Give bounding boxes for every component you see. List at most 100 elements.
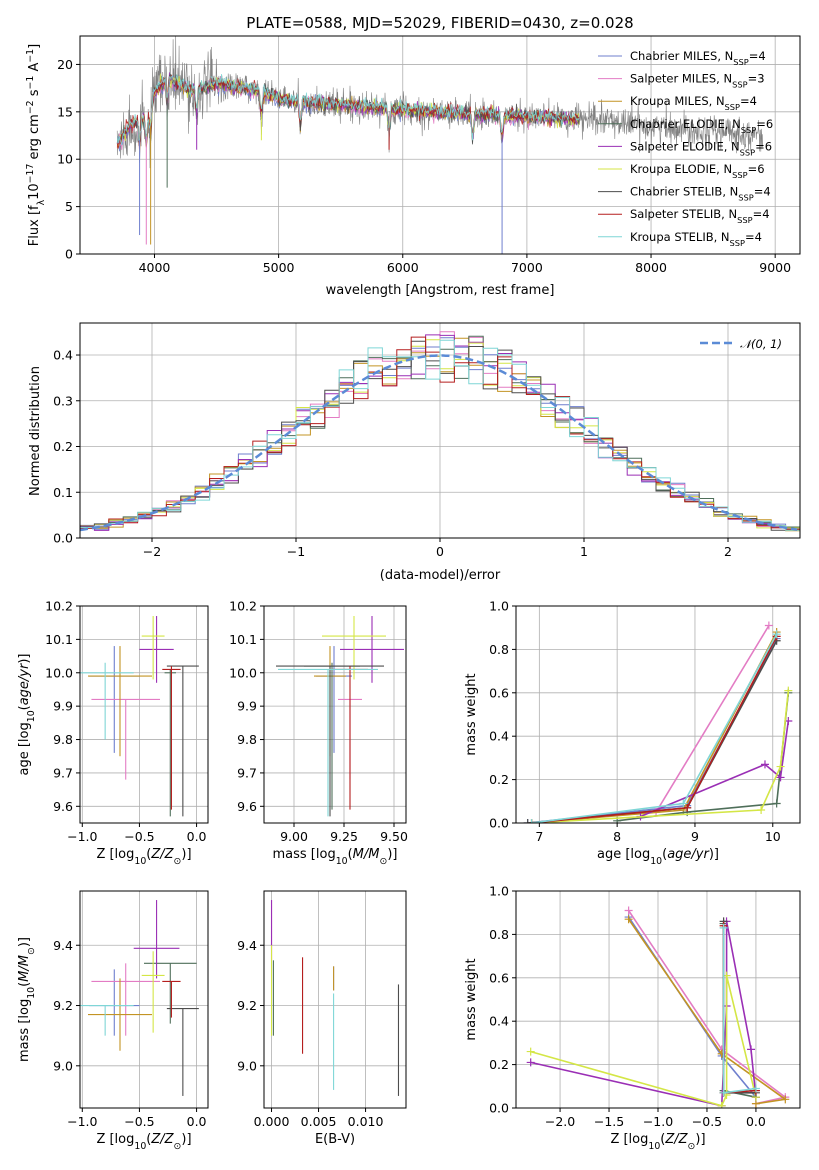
spectrum-tick-label-x: 6000 <box>387 260 419 275</box>
mass_vs_Z-tick-label-x: 0.0 <box>187 1114 207 1129</box>
spectrum-tick-label-x: 8000 <box>635 260 667 275</box>
mass_vs_Z-tick-label-x: −0.5 <box>124 1114 154 1129</box>
legend-label: Kroupa ELODIE, NSSP=6 <box>630 162 765 180</box>
weight_vs_age-tick-label-y: 0.0 <box>489 816 509 831</box>
weight-series-line <box>655 625 770 813</box>
residuals-tick-label-x: 0 <box>436 544 444 559</box>
mass_vs_EBV-frame <box>263 890 407 1109</box>
weight-marker <box>526 1047 535 1056</box>
weight_vs_age-tick-label-y: 0.8 <box>489 642 509 657</box>
mass_vs_Z-frame <box>79 890 209 1109</box>
y-axis-label: age [log10(age/yr)] <box>17 653 37 775</box>
residuals-tick-label-y: 0.0 <box>53 531 73 546</box>
spectrum-axes: 4000 5000 6000 7000 8000 9000 0 5 10 15 20 PLATE=05… <box>25 14 801 298</box>
residuals-tick-label-y: 0.2 <box>53 439 73 454</box>
model-spectrum-line <box>116 73 580 146</box>
age_vs_mass-tick-label-y: 9.6 <box>237 799 257 814</box>
mass_vs_EBV-tick-label-x: 0.005 <box>301 1114 337 1129</box>
spectrum-tick-label-x: 7000 <box>511 260 543 275</box>
mass_vs_EBV-tick-label-y: 9.0 <box>237 1058 257 1073</box>
residuals-tick-label-x: 1 <box>580 544 588 559</box>
legend-label: Chabrier STELIB, NSSP=4 <box>630 185 771 203</box>
weight-marker <box>751 1084 760 1093</box>
mass_vs_EBV-tick-label-y: 9.2 <box>237 998 257 1013</box>
spectrum-tick-label-y: 15 <box>57 104 73 119</box>
weight_vs_Z-axes: −2.0 −1.5 −1.0 −0.5 0.0 0.0 0.2 0.4 0.6 0.8 1.0 Z [… <box>464 884 801 1152</box>
y-axis-label: mass [log10(M/M⊙)] <box>17 937 37 1062</box>
weight-marker <box>719 923 728 932</box>
legend-label: 𝒩(0, 1) <box>740 337 782 351</box>
age_vs_mass-tick-label-y: 10.0 <box>229 665 257 680</box>
x-axis-label: E(B-V) <box>315 1132 355 1147</box>
legend-label: Kroupa MILES, NSSP=4 <box>630 94 757 112</box>
y-axis-label: Flux [fλ10−17 erg cm−2 s−1 A−1] <box>25 44 47 246</box>
age_vs_Z-tick-label-y: 10.1 <box>45 632 73 647</box>
x-axis-label: Z [log10(Z/Z⊙)] <box>610 1132 705 1152</box>
residuals-marks <box>80 331 800 532</box>
weight_vs_Z-tick-label-y: 0.2 <box>489 1057 509 1072</box>
weight_vs_Z-tick-label-x: 0.0 <box>746 1114 766 1129</box>
age_vs_mass-tick-label-x: 9.25 <box>330 829 358 844</box>
weight-marker <box>683 803 692 812</box>
weight_vs_age-tick-label-x: 7 <box>535 829 543 844</box>
spectrum-marks <box>116 36 763 254</box>
weight-marker <box>526 1058 535 1067</box>
weight_vs_age-tick-label-y: 0.4 <box>489 729 509 744</box>
residuals-tick-label-y: 0.1 <box>53 485 73 500</box>
spectrum-frame <box>79 35 801 255</box>
age_vs_Z-marks <box>80 616 199 817</box>
age_vs_mass-marks <box>276 616 404 817</box>
weight-marker <box>764 621 773 630</box>
x-axis-label: Z [log10(Z/Z⊙)] <box>96 847 191 867</box>
age_vs_Z-tick-label-y: 9.7 <box>53 765 73 780</box>
spectrum-tick-label-x: 9000 <box>759 260 791 275</box>
weight-marker <box>760 760 769 769</box>
residuals-tick-label-y: 0.3 <box>53 393 73 408</box>
normal-curve <box>80 354 798 532</box>
mass_vs_Z-tick-label-x: −1.0 <box>67 1114 97 1129</box>
age_vs_mass-tick-label-y: 10.2 <box>229 599 257 614</box>
weight_vs_Z-tick-label-x: −0.5 <box>692 1114 722 1129</box>
age_vs_Z-tick-label-y: 10.2 <box>45 599 73 614</box>
weight_vs_Z-tick-label-y: 0.0 <box>489 1101 509 1116</box>
age_vs_mass-tick-label-y: 9.8 <box>237 732 257 747</box>
x-axis-label: age [log10(age/yr)] <box>597 847 719 867</box>
age_vs_Z-tick-label-y: 9.9 <box>53 699 73 714</box>
age_vs_Z-tick-label-y: 9.8 <box>53 732 73 747</box>
chart-title: PLATE=0588, MJD=52029, FIBERID=0430, z=0… <box>246 14 633 32</box>
x-axis-label: Z [log10(Z/Z⊙)] <box>96 1132 191 1152</box>
weight_vs_Z-tick-label-x: −2.0 <box>545 1114 575 1129</box>
weight-marker <box>523 819 532 823</box>
weight-series-line <box>531 690 790 823</box>
mass_vs_EBV-axes: 0.000 0.005 0.010 9.0 9.2 9.4 E(B-V) <box>237 890 407 1147</box>
weight-marker <box>772 799 781 808</box>
weight-marker <box>747 1045 756 1054</box>
legend-label: Kroupa STELIB, NSSP=4 <box>630 230 762 248</box>
age_vs_Z-tick-label-x: 0.0 <box>187 829 207 844</box>
age_vs_Z-frame <box>79 605 209 824</box>
weight_vs_age-frame <box>515 605 801 824</box>
residuals-tick-label-x: −1 <box>287 544 305 559</box>
spectrum-tick-label-x: 4000 <box>139 260 171 275</box>
age_vs_mass-tick-label-y: 9.9 <box>237 699 257 714</box>
weight-series-line <box>640 720 790 818</box>
weight_vs_Z-tick-label-y: 0.8 <box>489 927 509 942</box>
x-axis-label: mass [log10(M/M⊙)] <box>273 847 398 867</box>
x-axis-label: (data-model)/error <box>380 568 501 583</box>
weight_vs_age-tick-label-x: 9 <box>691 829 699 844</box>
weight-marker <box>776 773 785 782</box>
age_vs_mass-tick-label-y: 9.7 <box>237 765 257 780</box>
weight_vs_age-tick-label-y: 0.6 <box>489 685 509 700</box>
age_vs_mass-tick-label-y: 10.1 <box>229 632 257 647</box>
age_vs_mass-tick-label-x: 9.00 <box>280 829 308 844</box>
weight_vs_Z-tick-label-y: 0.4 <box>489 1014 509 1029</box>
weight-marker <box>624 915 633 924</box>
legend-label: Chabrier ELODIE, NSSP=6 <box>630 117 773 135</box>
spectrum-tick-label-y: 0 <box>65 247 73 262</box>
weight_vs_age-tick-label-x: 10 <box>765 829 781 844</box>
age_vs_Z-tick-label-x: −1.0 <box>67 829 97 844</box>
spectrum-tick-label-x: 5000 <box>263 260 295 275</box>
weight-marker <box>781 1095 790 1104</box>
weight_vs_Z-tick-label-x: −1.0 <box>643 1114 673 1129</box>
